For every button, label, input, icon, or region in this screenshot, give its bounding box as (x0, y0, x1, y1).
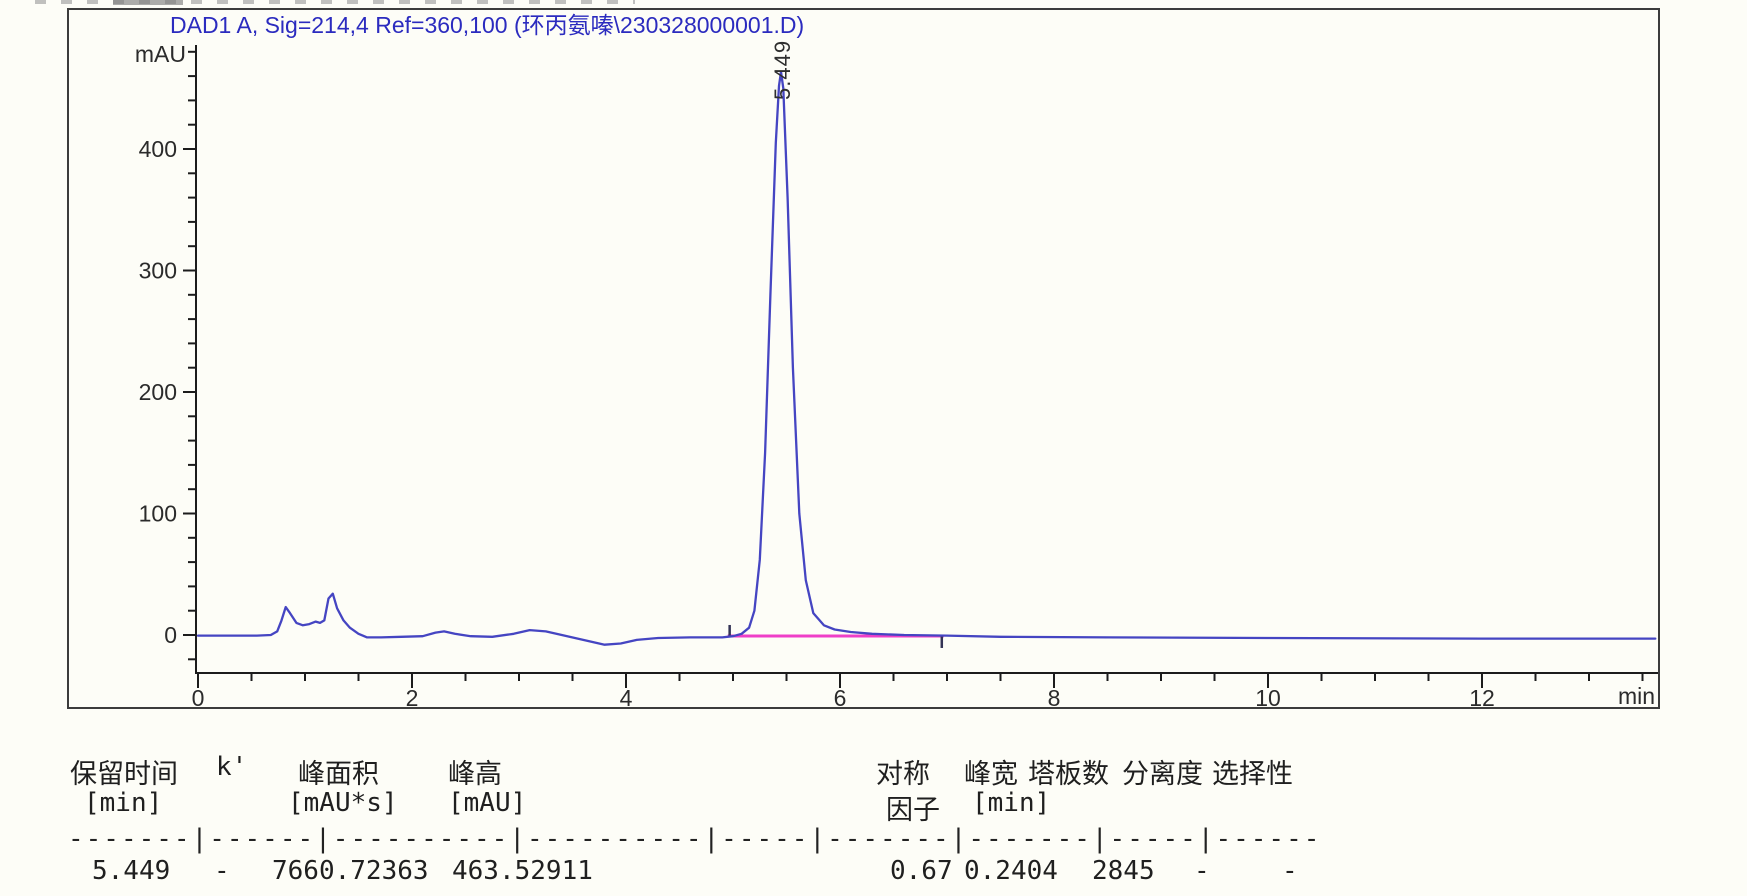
col-header-retention-time: 保留时间 (70, 759, 178, 789)
x-tick-label: 0 (192, 685, 205, 711)
col-header-selectivity: 选择性 (1212, 759, 1293, 789)
plot-frame (67, 8, 1660, 709)
y-axis-ticks: 0 100 200 300 400 (139, 50, 196, 661)
x-axis-unit-label: min (1618, 683, 1655, 709)
col-header-symmetry: 对称 (876, 759, 930, 789)
value-selectivity: - (1282, 856, 1298, 886)
y-tick-label: 0 (164, 622, 177, 648)
integration-baseline (727, 624, 944, 648)
value-plate-number: 2845 (1092, 856, 1155, 886)
x-tick-label: 12 (1469, 685, 1495, 711)
col-header-peak-height: 峰高 (448, 759, 502, 789)
value-symmetry: 0.67 (890, 856, 953, 886)
value-retention-time: 5.449 (92, 856, 171, 886)
col-unit-peak-height: [mAU] (448, 788, 527, 818)
signal-trace (196, 70, 1657, 646)
col-header-plate-number: 塔板数 (1028, 759, 1109, 789)
col-unit-peak-width: [min] (972, 788, 1051, 818)
x-tick-label: 2 (406, 685, 419, 711)
clipped-text-artifact (113, 0, 183, 5)
clipped-text-artifact (35, 0, 635, 4)
col-header-resolution: 分离度 (1122, 759, 1203, 789)
peak-retention-labels: 5.449 (770, 40, 795, 100)
col-unit-retention-time: [min] (84, 788, 163, 818)
col-header-peak-width: 峰宽 (964, 759, 1018, 789)
x-tick-label: 4 (620, 685, 633, 711)
value-peak-width: 0.2404 (964, 856, 1058, 886)
y-tick-label: 200 (139, 379, 177, 405)
y-tick-label: 100 (139, 501, 177, 527)
x-tick-label: 10 (1255, 685, 1281, 711)
value-peak-height: 463.52911 (452, 856, 593, 886)
x-axis-ticks: 0 2 4 6 8 10 12 (192, 673, 1644, 711)
chromatogram-plot: DAD1 A, Sig=214,4 Ref=360,100 (环丙氨嗪\2303… (67, 8, 1660, 711)
value-k-prime: - (214, 856, 230, 886)
y-axis-unit-label: mAU (135, 41, 186, 67)
col-unit-peak-area: [mAU*s] (288, 788, 398, 818)
signal-title: DAD1 A, Sig=214,4 Ref=360,100 (环丙氨嗪\2303… (170, 12, 804, 38)
col-header-symmetry-line2: 因子 (886, 795, 940, 825)
col-header-k-prime: k' (216, 752, 248, 782)
col-header-peak-area: 峰面积 (298, 759, 379, 789)
value-resolution: - (1194, 856, 1210, 886)
y-tick-label: 300 (139, 258, 177, 284)
table-separator: -------|------|----------|----------|---… (68, 824, 1322, 854)
peak-retention-label: 5.449 (770, 40, 795, 100)
y-tick-label: 400 (139, 136, 177, 162)
x-tick-label: 6 (834, 685, 847, 711)
x-tick-label: 8 (1048, 685, 1061, 711)
value-peak-area: 7660.72363 (272, 856, 429, 886)
